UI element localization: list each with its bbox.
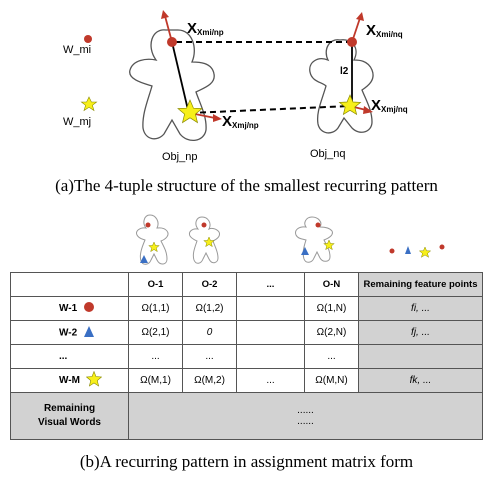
solid-link-left bbox=[172, 42, 188, 110]
remaining-words-line1: Remaining bbox=[11, 402, 128, 416]
remaining-words-header: Remaining Visual Words bbox=[11, 393, 129, 440]
matrix-remaining-row: Remaining Visual Words ............ bbox=[11, 393, 483, 440]
matrix-remaining-cell: fk, ... bbox=[359, 369, 483, 393]
row-word-label: W-1 bbox=[59, 303, 77, 314]
legend-star-icon bbox=[81, 97, 96, 111]
object-thumbnails-svg bbox=[0, 205, 493, 270]
matrix-cell bbox=[237, 321, 305, 345]
caption-a: (a)The 4-tuple structure of the smallest… bbox=[0, 176, 493, 196]
label-star-left: XXmj/np bbox=[222, 113, 259, 130]
remaining-points bbox=[390, 245, 445, 258]
caption-b: (b)A recurring pattern in assignment mat… bbox=[0, 452, 493, 472]
matrix-cell: 0 bbox=[183, 321, 237, 345]
matrix-row-header: W-1 bbox=[11, 297, 129, 321]
star-left-icon bbox=[178, 100, 202, 123]
object-thumbnails bbox=[0, 205, 493, 270]
matrix-cell: Ω(M,2) bbox=[183, 369, 237, 393]
label-point-top-left-sub: Xmi/np bbox=[197, 28, 224, 37]
matrix-corner-cell bbox=[11, 273, 129, 297]
matrix-header-cell: ... bbox=[237, 273, 305, 297]
remaining-words-line2: Visual Words bbox=[11, 416, 128, 430]
matrix-row-header: W-M bbox=[11, 369, 129, 393]
thumbnail-o1 bbox=[137, 215, 168, 264]
matrix-header-cell: O-N bbox=[305, 273, 359, 297]
matrix-cell: Ω(1,N) bbox=[305, 297, 359, 321]
matrix-row-header: ... bbox=[11, 345, 129, 369]
label-point-top-right: XXmi/nq bbox=[366, 22, 403, 39]
arrow-top-right-head bbox=[356, 12, 364, 21]
circle-icon bbox=[83, 301, 95, 316]
thumbnail-on bbox=[296, 217, 335, 262]
legend-circle-icon bbox=[84, 35, 92, 43]
matrix-header-cell: Remaining feature points bbox=[359, 273, 483, 297]
label-star-left-sub: Xmj/np bbox=[232, 121, 259, 130]
pattern-structure-svg bbox=[0, 0, 493, 180]
arrow-top-left-head bbox=[161, 10, 169, 19]
matrix-cell: Ω(2,1) bbox=[129, 321, 183, 345]
object-left-label: Obj_np bbox=[162, 151, 197, 163]
matrix-cell: Ω(M,N) bbox=[305, 369, 359, 393]
matrix-row: W-M Ω(M,1) Ω(M,2) ... Ω(M,N) fk, ... bbox=[11, 369, 483, 393]
matrix-cell bbox=[237, 345, 305, 369]
matrix-remaining-cell: fi, ... bbox=[359, 297, 483, 321]
matrix-cell: ... bbox=[129, 345, 183, 369]
matrix-cell: Ω(1,1) bbox=[129, 297, 183, 321]
remaining-words-cell: ............ bbox=[129, 393, 483, 440]
triangle-icon bbox=[83, 325, 95, 341]
matrix-header-cell: O-2 bbox=[183, 273, 237, 297]
matrix-remaining-cell: fj, ... bbox=[359, 321, 483, 345]
legend-circle-label: W_mi bbox=[63, 44, 91, 56]
matrix-header-cell: O-1 bbox=[129, 273, 183, 297]
label-star-right-sub: Xmj/nq bbox=[381, 105, 408, 114]
matrix-cell: ... bbox=[183, 345, 237, 369]
matrix-cell: ... bbox=[305, 345, 359, 369]
matrix-cell: ... bbox=[237, 369, 305, 393]
matrix-cell: Ω(2,N) bbox=[305, 321, 359, 345]
remaining-dots-line2: ...... bbox=[129, 416, 482, 427]
thumbnail-o2 bbox=[189, 217, 219, 263]
object-right-label: Obj_nq bbox=[310, 148, 345, 160]
row-word-label: W-M bbox=[59, 375, 80, 386]
point-top-right-icon bbox=[347, 37, 357, 47]
arrow-star-left-head bbox=[213, 114, 222, 122]
matrix-row: W-2 Ω(2,1) 0 Ω(2,N) fj, ... bbox=[11, 321, 483, 345]
label-point-top-left: XXmi/np bbox=[187, 20, 224, 37]
matrix-remaining-cell bbox=[359, 345, 483, 369]
label-point-top-right-sub: Xmi/nq bbox=[376, 30, 403, 39]
row-word-label: W-2 bbox=[59, 327, 77, 338]
assignment-matrix: O-1 O-2 ... O-N Remaining feature points… bbox=[10, 272, 483, 440]
matrix-cell: Ω(M,1) bbox=[129, 369, 183, 393]
point-top-left-icon bbox=[167, 37, 177, 47]
matrix-row-header: W-2 bbox=[11, 321, 129, 345]
dashed-link-bottom bbox=[190, 106, 350, 113]
label-star-right: XXmj/nq bbox=[371, 97, 408, 114]
matrix-row: W-1 Ω(1,1) Ω(1,2) Ω(1,N) fi, ... bbox=[11, 297, 483, 321]
star-icon bbox=[86, 371, 102, 390]
matrix-row: ... ... ... ... bbox=[11, 345, 483, 369]
matrix-header-row: O-1 O-2 ... O-N Remaining feature points bbox=[11, 273, 483, 297]
matrix-cell: Ω(1,2) bbox=[183, 297, 237, 321]
row-word-label: ... bbox=[59, 351, 67, 362]
legend-star-label: W_mj bbox=[63, 116, 91, 128]
star-right-icon bbox=[340, 95, 361, 114]
object-right-outline bbox=[310, 40, 373, 133]
matrix-cell bbox=[237, 297, 305, 321]
distance-label: l2 bbox=[340, 66, 348, 77]
remaining-dots-line1: ...... bbox=[129, 405, 482, 416]
pattern-structure-diagram: W_mi W_mj XXmi/np XXmi/nq XXmj/np XXmj/n… bbox=[0, 0, 493, 180]
